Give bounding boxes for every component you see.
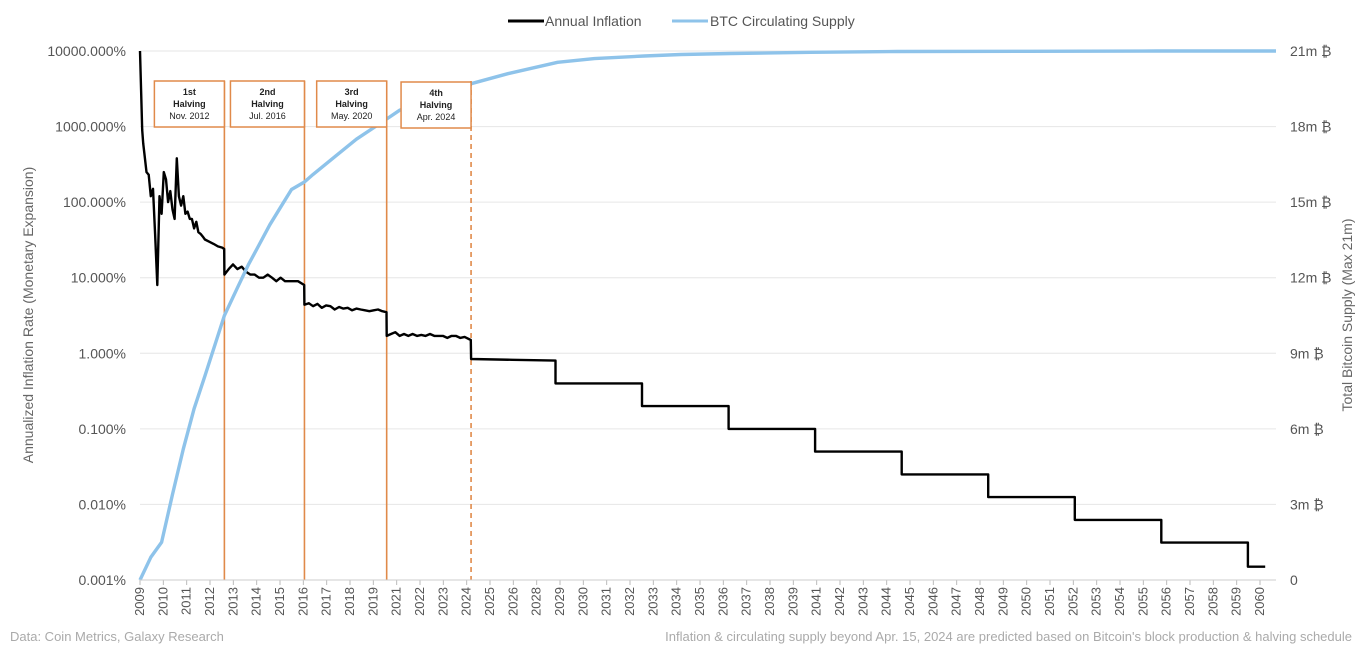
inflation-line [138, 50, 1266, 568]
x-tick-label: 2050 [1019, 587, 1034, 616]
x-tick-label: 2035 [692, 587, 707, 616]
left-tick-label: 0.010% [79, 496, 126, 512]
x-tick-label: 2021 [389, 587, 404, 616]
halving-box [400, 81, 472, 129]
legend-label-supply: BTC Circulating Supply [710, 13, 855, 29]
x-tick-label: 2016 [295, 587, 310, 616]
halving-label: Halving [335, 99, 368, 109]
x-tick-label: 2043 [855, 587, 870, 616]
x-tick-label: 2013 [225, 587, 240, 616]
halving-box [229, 80, 306, 128]
right-tick-label: 21m ₿ [1290, 43, 1332, 59]
x-tick-label: 2059 [1229, 587, 1244, 616]
x-tick-label: 2032 [622, 587, 637, 616]
left-axis-ticks: 0.001% 0.010% 0.100% 1.000% 10.000% 100.000% 1… [47, 43, 126, 588]
halving-date: Apr. 2024 [417, 112, 456, 122]
left-tick-label: 10000.000% [47, 43, 126, 59]
x-tick-label: 2039 [785, 587, 800, 616]
halving-box [153, 80, 226, 128]
legend-label-inflation: Annual Inflation [545, 13, 642, 29]
halving-label: Halving [420, 100, 453, 110]
right-tick-label: 9m ₿ [1290, 345, 1324, 361]
x-tick-label: 2033 [645, 587, 660, 616]
left-tick-label: 10.000% [71, 270, 126, 286]
x-tick-label: 2022 [412, 587, 427, 616]
x-tick-label: 2030 [575, 587, 590, 616]
x-tick-label: 2010 [155, 587, 170, 616]
grid-lines [140, 50, 1276, 581]
halving-number: 3rd [345, 87, 359, 97]
left-tick-label: 0.001% [79, 572, 126, 588]
x-tick-label: 2042 [832, 587, 847, 616]
x-tick-label: 2052 [1065, 587, 1080, 616]
x-tick-label: 2031 [599, 587, 614, 616]
x-tick-label: 2009 [132, 587, 147, 616]
x-tick-label: 2049 [995, 587, 1010, 616]
right-tick-label: 15m ₿ [1290, 194, 1332, 210]
x-tick-label: 2046 [925, 587, 940, 616]
projection-note: Inflation & circulating supply beyond Ap… [665, 629, 1352, 644]
left-axis-label: Annualized Inflation Rate (Monetary Expa… [20, 167, 36, 464]
halving-lines [223, 81, 472, 580]
x-tick-label: 2055 [1135, 587, 1150, 616]
x-tick-label: 2047 [949, 587, 964, 616]
x-tick-label: 2034 [669, 587, 684, 616]
x-tick-label: 2053 [1089, 587, 1104, 616]
x-tick-label: 2054 [1112, 587, 1127, 616]
halving-number: 2nd [259, 87, 275, 97]
right-axis-label: Total Bitcoin Supply (Max 21m) [1339, 219, 1355, 412]
halving-box [315, 80, 388, 128]
left-tick-label: 1.000% [79, 345, 126, 361]
left-tick-label: 1000.000% [55, 119, 126, 135]
halving-number: 4th [429, 88, 443, 98]
halving-date: Nov. 2012 [169, 111, 209, 121]
x-tick-label: 2025 [482, 587, 497, 616]
halving-number: 1st [183, 87, 196, 97]
x-tick-label: 2014 [249, 587, 264, 616]
x-tick-label: 2051 [1042, 587, 1057, 616]
x-tick-label: 2038 [762, 587, 777, 616]
right-tick-label: 18m ₿ [1290, 119, 1332, 135]
left-tick-label: 100.000% [63, 194, 126, 210]
legend: Annual Inflation BTC Circulating Supply [508, 13, 855, 29]
x-tick-label: 2019 [365, 587, 380, 616]
right-tick-label: 6m ₿ [1290, 421, 1324, 437]
halving-label: Halving [173, 99, 206, 109]
right-tick-label: 12m ₿ [1290, 270, 1332, 286]
x-tick-label: 2028 [529, 587, 544, 616]
halving-date: May. 2020 [331, 111, 372, 121]
left-tick-label: 0.100% [79, 421, 126, 437]
x-tick-label: 2018 [342, 587, 357, 616]
x-tick-label: 2011 [179, 587, 194, 615]
x-tick-label: 2015 [272, 587, 287, 616]
x-tick-label: 2058 [1205, 587, 1220, 616]
series-layer [138, 49, 1276, 581]
x-tick-label: 2056 [1159, 587, 1174, 616]
halving-boxes: 1st Halving Nov. 2012 2nd Halving Jul. 2016 3r… [153, 80, 472, 129]
x-tick-label: 2060 [1252, 587, 1267, 616]
x-tick-label: 2044 [879, 587, 894, 616]
x-tick-label: 2036 [715, 587, 730, 616]
right-axis-ticks: 0 3m ₿ 6m ₿ 9m ₿ 12m ₿ 15m ₿ 18m ₿ 21m ₿ [1290, 43, 1332, 588]
x-tick-label: 2037 [739, 587, 754, 616]
x-tick-label: 2012 [202, 587, 217, 616]
right-tick-label: 3m ₿ [1290, 496, 1324, 512]
x-tick-label: 2017 [319, 587, 334, 616]
x-tick-label: 2029 [552, 587, 567, 616]
x-tick-label: 2023 [435, 587, 450, 616]
x-tick-label: 2024 [459, 587, 474, 616]
x-tick-label: 2048 [972, 587, 987, 616]
halving-date: Jul. 2016 [249, 111, 286, 121]
source-note: Data: Coin Metrics, Galaxy Research [10, 629, 224, 644]
x-tick-label: 2026 [505, 587, 520, 616]
x-tick-label: 2045 [902, 587, 917, 616]
x-tick-label: 2041 [809, 587, 824, 616]
supply-line [138, 49, 1276, 581]
x-axis-ticks: 2009 2010 2011 2012 2013 2014 2015 2016 2017 2018… [132, 580, 1267, 616]
halving-label: Halving [251, 99, 284, 109]
right-tick-label: 0 [1290, 572, 1298, 588]
x-tick-label: 2057 [1182, 587, 1197, 616]
